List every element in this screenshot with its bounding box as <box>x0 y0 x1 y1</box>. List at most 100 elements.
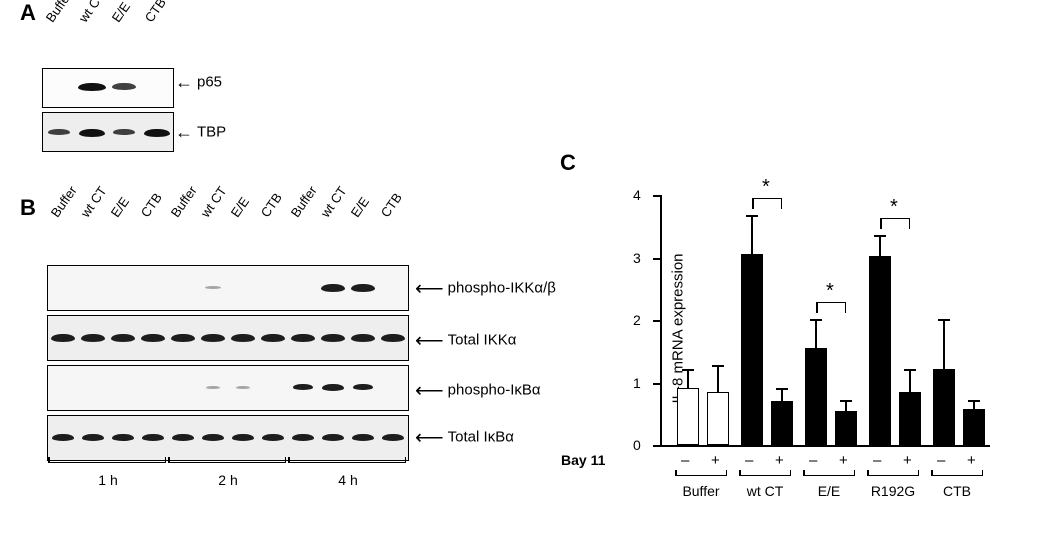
errorbar <box>717 366 719 392</box>
band <box>291 334 315 342</box>
band <box>112 83 136 90</box>
band <box>78 83 106 91</box>
panel-B-blot-3 <box>47 415 409 461</box>
time-bracket <box>288 462 406 471</box>
group-label: E/E <box>803 483 855 499</box>
panel-A-lane-labels: Buffer wt CT E/E CTB <box>55 10 184 25</box>
errorbar-cap <box>938 319 950 321</box>
panel-B-side-2: ⟵phospho-IκBα <box>415 378 541 403</box>
panel-B-blot-1 <box>47 315 409 361</box>
arrow-icon: ⟵ <box>415 380 444 402</box>
time-label: 1 h <box>48 472 168 488</box>
pm-label: – <box>745 452 753 469</box>
band <box>52 434 74 441</box>
bar <box>899 392 921 445</box>
errorbar <box>781 389 783 402</box>
panel-C-label: C <box>560 150 576 176</box>
band <box>82 434 104 441</box>
lane-label: wt CT <box>198 187 227 220</box>
panel-B-blot-2 <box>47 365 409 411</box>
arrow-icon: ← <box>175 72 193 92</box>
arrow-icon: ⟵ <box>415 427 444 449</box>
time-bracket <box>48 462 166 471</box>
ytick-label: 4 <box>633 187 641 203</box>
ytick <box>653 383 662 385</box>
pm-label: – <box>873 452 881 469</box>
lane-label: CTB <box>142 0 171 25</box>
group-bracket <box>867 475 919 482</box>
bar <box>741 254 763 445</box>
bar <box>677 388 699 446</box>
panel-B-side-3: ⟵Total IκBα <box>415 425 514 450</box>
pm-label: – <box>809 452 817 469</box>
band <box>352 434 374 441</box>
group-label: Buffer <box>675 483 727 499</box>
lane-label: E/E <box>348 187 377 220</box>
lane-label: Buffer <box>168 187 197 220</box>
band <box>353 384 373 390</box>
panel-B-time-labels: 1 h 2 h 4 h <box>48 472 408 488</box>
lane-label: CTB <box>138 187 167 220</box>
band <box>322 384 344 391</box>
ytick <box>653 195 662 197</box>
bar <box>963 409 985 445</box>
band <box>48 129 70 135</box>
bar <box>771 401 793 445</box>
pm-label: + <box>711 452 720 469</box>
errorbar-cap <box>712 365 724 367</box>
panel-A-blot-tbp <box>42 112 174 152</box>
errorbar <box>845 401 847 411</box>
band <box>201 334 225 342</box>
blot-label: phospho-IKKα/β <box>448 279 556 296</box>
blot-label: Total IκBα <box>448 428 514 445</box>
sig-star: * <box>762 176 770 199</box>
errorbar-cap <box>968 400 980 402</box>
band <box>113 129 135 135</box>
band <box>321 334 345 342</box>
panel-A-arrow-tbp: ←TBP <box>175 122 226 143</box>
group-label: wt CT <box>739 483 791 499</box>
group-label: R192G <box>867 483 919 499</box>
band <box>262 434 284 441</box>
errorbar <box>943 320 945 369</box>
errorbar <box>973 401 975 409</box>
band <box>292 434 314 441</box>
blot-label: TBP <box>197 123 226 140</box>
errorbar-cap <box>904 369 916 371</box>
group-bracket <box>675 475 727 482</box>
time-label: 2 h <box>168 472 288 488</box>
panel-B-time-brackets <box>48 462 408 471</box>
blot-label: Total IKKα <box>448 331 517 348</box>
sig-star: * <box>890 196 898 219</box>
band <box>81 334 105 342</box>
band <box>351 334 375 342</box>
panel-A-blot-p65 <box>42 68 174 108</box>
lane-label: Buffer <box>288 187 317 220</box>
band <box>79 129 105 137</box>
bar <box>805 348 827 445</box>
ytick <box>653 258 662 260</box>
band <box>205 286 221 289</box>
errorbar <box>751 216 753 255</box>
panel-B-lane-labels: Bufferwt CTE/ECTBBufferwt CTE/ECTBBuffer… <box>60 205 420 220</box>
panel-B-side-0: ⟵phospho-IKKα/β <box>415 276 556 301</box>
errorbar-cap <box>746 215 758 217</box>
arrow-icon: ← <box>175 122 193 142</box>
errorbar-cap <box>776 388 788 390</box>
lane-label: E/E <box>109 0 138 25</box>
bar <box>933 369 955 445</box>
band <box>111 334 135 342</box>
x-axis <box>660 445 990 447</box>
group-bracket <box>931 475 983 482</box>
group-label: CTB <box>931 483 983 499</box>
bar <box>835 411 857 445</box>
lane-label: Buffer <box>48 187 77 220</box>
errorbar <box>815 320 817 348</box>
panel-B-side-1: ⟵Total IKKα <box>415 328 516 353</box>
errorbar-cap <box>874 235 886 237</box>
ytick-label: 0 <box>633 437 641 453</box>
panel-C-chart: IL-8 mRNA expression *** 01234 –+Buffer–… <box>615 195 995 495</box>
time-bracket <box>168 462 286 471</box>
band <box>206 386 220 389</box>
pm-label: + <box>967 452 976 469</box>
